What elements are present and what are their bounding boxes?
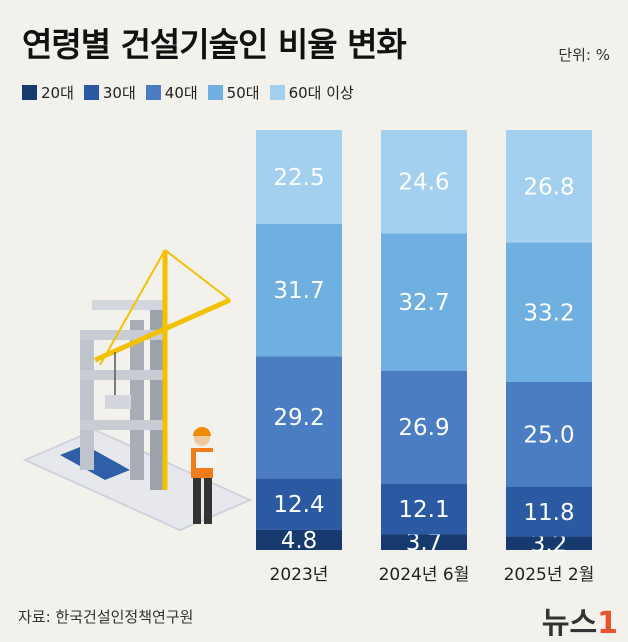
unit-label: 단위: % (558, 46, 610, 64)
data-label: 25.0 (523, 423, 574, 449)
data-label: 26.8 (523, 174, 574, 200)
legend-label: 40대 (164, 84, 198, 102)
data-label: 31.7 (273, 278, 324, 304)
data-label: 22.5 (273, 165, 324, 191)
source-note: 자료: 한국건설인정책연구원 (18, 608, 194, 626)
legend-swatch (22, 85, 37, 100)
page-title: 연령별 건설기술인 비율 변화 (22, 25, 407, 64)
legend-item: 60대 이상 (269, 82, 354, 103)
legend-label: 50대 (226, 84, 260, 102)
legend: 20대 30대 40대 50대 60대 이상 (22, 82, 354, 103)
legend-item: 30대 (83, 82, 136, 103)
legend-item: 50대 (207, 82, 260, 103)
construction-illustration (22, 249, 253, 532)
stacked-bar-chart: 4.812.429.231.722.53.712.126.932.724.63.… (22, 130, 595, 585)
bar-segment (256, 223, 342, 357)
data-label: 24.6 (398, 170, 449, 196)
legend-swatch (145, 85, 161, 100)
data-label: 32.7 (398, 290, 449, 316)
x-tick-label: 2024년 6월 (379, 565, 470, 585)
legend-item: 40대 (145, 82, 198, 103)
data-label: 3.7 (406, 530, 443, 556)
bar-segment (256, 356, 342, 479)
bar-segment (256, 529, 342, 550)
legend-swatch (83, 85, 99, 100)
bar-segment (381, 233, 467, 371)
data-label: 29.2 (273, 405, 324, 431)
bar-segment (506, 382, 592, 487)
bar-segment (381, 370, 467, 484)
logo-mark: 1 (597, 606, 618, 641)
data-label: 33.2 (523, 300, 574, 326)
x-tick-label: 2025년 2월 (504, 565, 595, 585)
bar-segment (506, 130, 592, 243)
bar-segment (256, 478, 342, 530)
bar-segment (381, 534, 467, 550)
data-label: 12.4 (273, 492, 324, 518)
bar-segment (506, 487, 592, 537)
legend-label: 60대 이상 (288, 84, 354, 102)
legend-swatch (207, 85, 223, 100)
legend-label: 20대 (41, 84, 74, 102)
data-label: 26.9 (398, 415, 449, 441)
legend-item: 20대 (22, 82, 74, 103)
data-label: 4.8 (281, 528, 318, 554)
logo-text: 뉴스 (541, 606, 598, 641)
legend-label: 30대 (102, 84, 136, 102)
news-logo: 뉴스1 (542, 598, 618, 642)
bar-segment (256, 130, 342, 224)
bar-segment (506, 536, 592, 550)
data-label: 11.8 (523, 500, 574, 526)
bar-segment (506, 242, 592, 382)
bar-segment (381, 483, 467, 535)
legend-swatch (269, 85, 285, 100)
bar-segment (381, 130, 467, 234)
x-tick-label: 2023년 (270, 565, 329, 585)
data-label: 12.1 (398, 497, 449, 523)
